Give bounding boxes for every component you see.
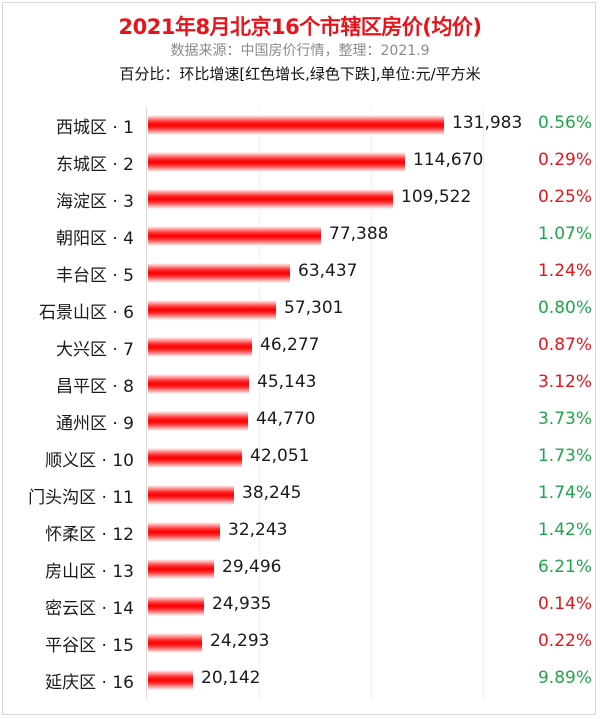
price-bar: [148, 633, 202, 653]
bar-row: 东城区 · 2 114,670 0.29%: [0, 144, 600, 181]
mom-change: 0.14%: [537, 594, 592, 614]
price-value: 32,243: [228, 520, 288, 540]
category-label: 石景山区 · 6: [38, 303, 134, 323]
price-bar: [148, 337, 252, 357]
price-value: 46,277: [260, 335, 320, 355]
chart-note: 百分比：环比增速[红色增长,绿色下跌],单位:元/平方米: [119, 65, 481, 83]
price-value: 20,142: [201, 668, 261, 688]
price-value: 29,496: [222, 557, 282, 577]
mom-change: 0.80%: [537, 298, 592, 318]
bar-row: 丰台区 · 5 63,437 1.24%: [0, 255, 600, 292]
category-label: 密云区 · 14: [45, 599, 134, 619]
mom-change: 9.89%: [537, 668, 592, 688]
category-label: 平谷区 · 15: [45, 636, 134, 656]
mom-change: 1.24%: [537, 261, 592, 281]
plot-area: 西城区 · 1 131,983 0.56% 东城区 · 2 114,670 0.29% 海淀…: [0, 107, 600, 702]
price-bar: [148, 374, 249, 394]
price-value: 24,935: [212, 594, 272, 614]
bar-row: 密云区 · 14 24,935 0.14%: [0, 588, 600, 625]
chart-title: 2021年8月北京16个市辖区房价(均价): [118, 15, 482, 39]
price-bar: [148, 522, 220, 542]
chart-subtitle: 数据来源：中国房价行情，整理：2021.9: [170, 43, 430, 59]
category-label: 东城区 · 2: [55, 155, 134, 175]
price-value: 38,245: [242, 483, 302, 503]
mom-change: 1.07%: [537, 224, 592, 244]
gridline: [371, 107, 372, 699]
price-bar: [148, 411, 248, 431]
category-label: 大兴区 · 7: [55, 340, 134, 360]
bar-row: 怀柔区 · 12 32,243 1.42%: [0, 514, 600, 551]
price-value: 44,770: [256, 409, 316, 429]
price-value: 114,670: [413, 150, 484, 170]
mom-change: 1.73%: [537, 446, 592, 466]
price-bar: [148, 189, 393, 209]
price-bar: [148, 226, 321, 246]
price-bar: [148, 485, 234, 505]
category-label: 延庆区 · 16: [45, 673, 134, 693]
mom-change: 0.25%: [537, 187, 592, 207]
price-bar: [148, 263, 290, 283]
price-bar: [148, 596, 204, 616]
price-bar: [148, 300, 276, 320]
mom-change: 0.56%: [537, 113, 592, 133]
bar-row: 平谷区 · 15 24,293 0.22%: [0, 625, 600, 662]
bar-row: 昌平区 · 8 45,143 3.12%: [0, 366, 600, 403]
category-label: 房山区 · 13: [45, 562, 134, 582]
price-bar: [148, 670, 193, 690]
bar-row: 通州区 · 9 44,770 3.73%: [0, 403, 600, 440]
mom-change: 0.22%: [537, 631, 592, 651]
category-label: 通州区 · 9: [55, 414, 134, 434]
price-value: 57,301: [284, 298, 344, 318]
mom-change: 1.74%: [537, 483, 592, 503]
bar-row: 大兴区 · 7 46,277 0.87%: [0, 329, 600, 366]
price-bar: [148, 152, 405, 172]
price-value: 77,388: [329, 224, 389, 244]
gridline: [483, 107, 484, 699]
category-label: 丰台区 · 5: [55, 266, 134, 286]
mom-change: 3.73%: [537, 409, 592, 429]
mom-change: 6.21%: [537, 557, 592, 577]
mom-change: 0.29%: [537, 150, 592, 170]
gridline: [259, 107, 260, 699]
category-label: 海淀区 · 3: [55, 192, 134, 212]
price-value: 109,522: [401, 187, 472, 207]
mom-change: 0.87%: [537, 335, 592, 355]
category-label: 朝阳区 · 4: [55, 229, 134, 249]
bar-row: 海淀区 · 3 109,522 0.25%: [0, 181, 600, 218]
bar-row: 门头沟区 · 11 38,245 1.74%: [0, 477, 600, 514]
category-label: 顺义区 · 10: [45, 451, 134, 471]
category-label: 昌平区 · 8: [55, 377, 134, 397]
bar-row: 房山区 · 13 29,496 6.21%: [0, 551, 600, 588]
bar-row: 石景山区 · 6 57,301 0.80%: [0, 292, 600, 329]
mom-change: 3.12%: [537, 372, 592, 392]
category-label: 怀柔区 · 12: [45, 525, 134, 545]
mom-change: 1.42%: [537, 520, 592, 540]
price-value: 45,143: [257, 372, 317, 392]
category-label: 门头沟区 · 11: [28, 488, 134, 508]
price-bar: [148, 115, 444, 135]
category-label: 西城区 · 1: [55, 118, 134, 138]
price-value: 24,293: [210, 631, 270, 651]
price-value: 131,983: [452, 113, 523, 133]
bar-row: 西城区 · 1 131,983 0.56%: [0, 107, 600, 144]
price-value: 63,437: [298, 261, 358, 281]
price-value: 42,051: [250, 446, 310, 466]
price-bar: [148, 559, 214, 579]
category-axis: [146, 107, 147, 699]
bar-row: 朝阳区 · 4 77,388 1.07%: [0, 218, 600, 255]
bar-row: 延庆区 · 16 20,142 9.89%: [0, 662, 600, 699]
bar-row: 顺义区 · 10 42,051 1.73%: [0, 440, 600, 477]
price-bar: [148, 448, 242, 468]
